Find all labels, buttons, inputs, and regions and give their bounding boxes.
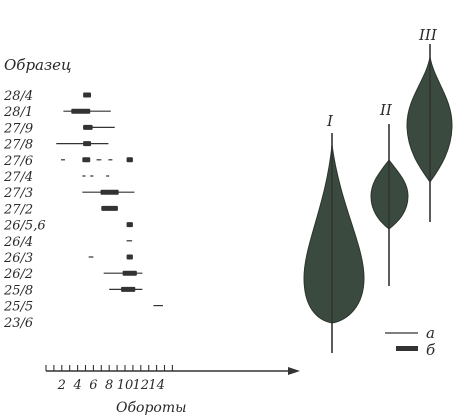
range-bar	[83, 92, 92, 98]
sample-label: 27/2	[3, 202, 33, 217]
x-axis-arrow	[288, 367, 300, 375]
sample-label: 27/9	[3, 121, 33, 136]
range-bar	[126, 222, 133, 228]
x-axis-ticks	[45, 365, 173, 371]
sample-label: 28/4	[3, 89, 33, 104]
sample-label: 27/3	[3, 186, 33, 201]
x-tick-label: 4	[72, 378, 81, 393]
range-bar	[82, 157, 91, 163]
range-bars	[56, 92, 163, 307]
range-bar	[83, 141, 92, 147]
sample-label: 25/8	[3, 283, 33, 298]
range-bar	[100, 189, 119, 195]
x-tick-label: 12	[133, 378, 150, 393]
range-bar	[126, 157, 133, 163]
sample-label: 28/1	[3, 105, 33, 120]
distribution-label-III: III	[418, 26, 438, 44]
x-axis	[46, 367, 300, 375]
sample-label: 27/8	[3, 138, 33, 153]
range-bar	[126, 254, 133, 260]
legend-label-a: а	[426, 324, 435, 342]
range-bar	[122, 270, 137, 276]
y-axis-title: Образец	[4, 56, 72, 74]
sample-label: 23/6	[3, 316, 33, 331]
legend-label-b: б	[426, 341, 436, 359]
x-tick-label: 14	[148, 378, 165, 393]
distribution-label-II: II	[379, 101, 393, 119]
sample-label: 25/5	[3, 300, 33, 315]
sample-label: 26/5,6	[3, 219, 46, 234]
x-axis-title: Обороты	[116, 400, 187, 416]
distribution-label-I: I	[326, 112, 334, 130]
legend-thick-bar	[396, 346, 418, 351]
sample-label: 26/4	[3, 235, 33, 250]
sample-labels: 28/428/127/927/827/627/427/327/226/5,626…	[3, 89, 46, 331]
sample-label: 27/4	[3, 170, 33, 185]
sample-label: 26/2	[3, 267, 33, 282]
sample-label: 26/3	[3, 251, 33, 266]
sample-label: 27/6	[3, 154, 33, 169]
x-tick-labels: 2 4 6 8 10 12 14	[57, 378, 165, 393]
distribution-shape-I	[303, 144, 365, 324]
x-tick-label: 6	[89, 378, 97, 393]
range-bar	[83, 124, 93, 130]
range-bar	[121, 286, 136, 292]
x-tick-label: 2	[57, 378, 66, 393]
x-tick-label: 8	[105, 378, 113, 393]
x-tick-label: 10	[117, 378, 134, 393]
range-bar	[71, 108, 91, 114]
range-bar	[101, 205, 118, 211]
